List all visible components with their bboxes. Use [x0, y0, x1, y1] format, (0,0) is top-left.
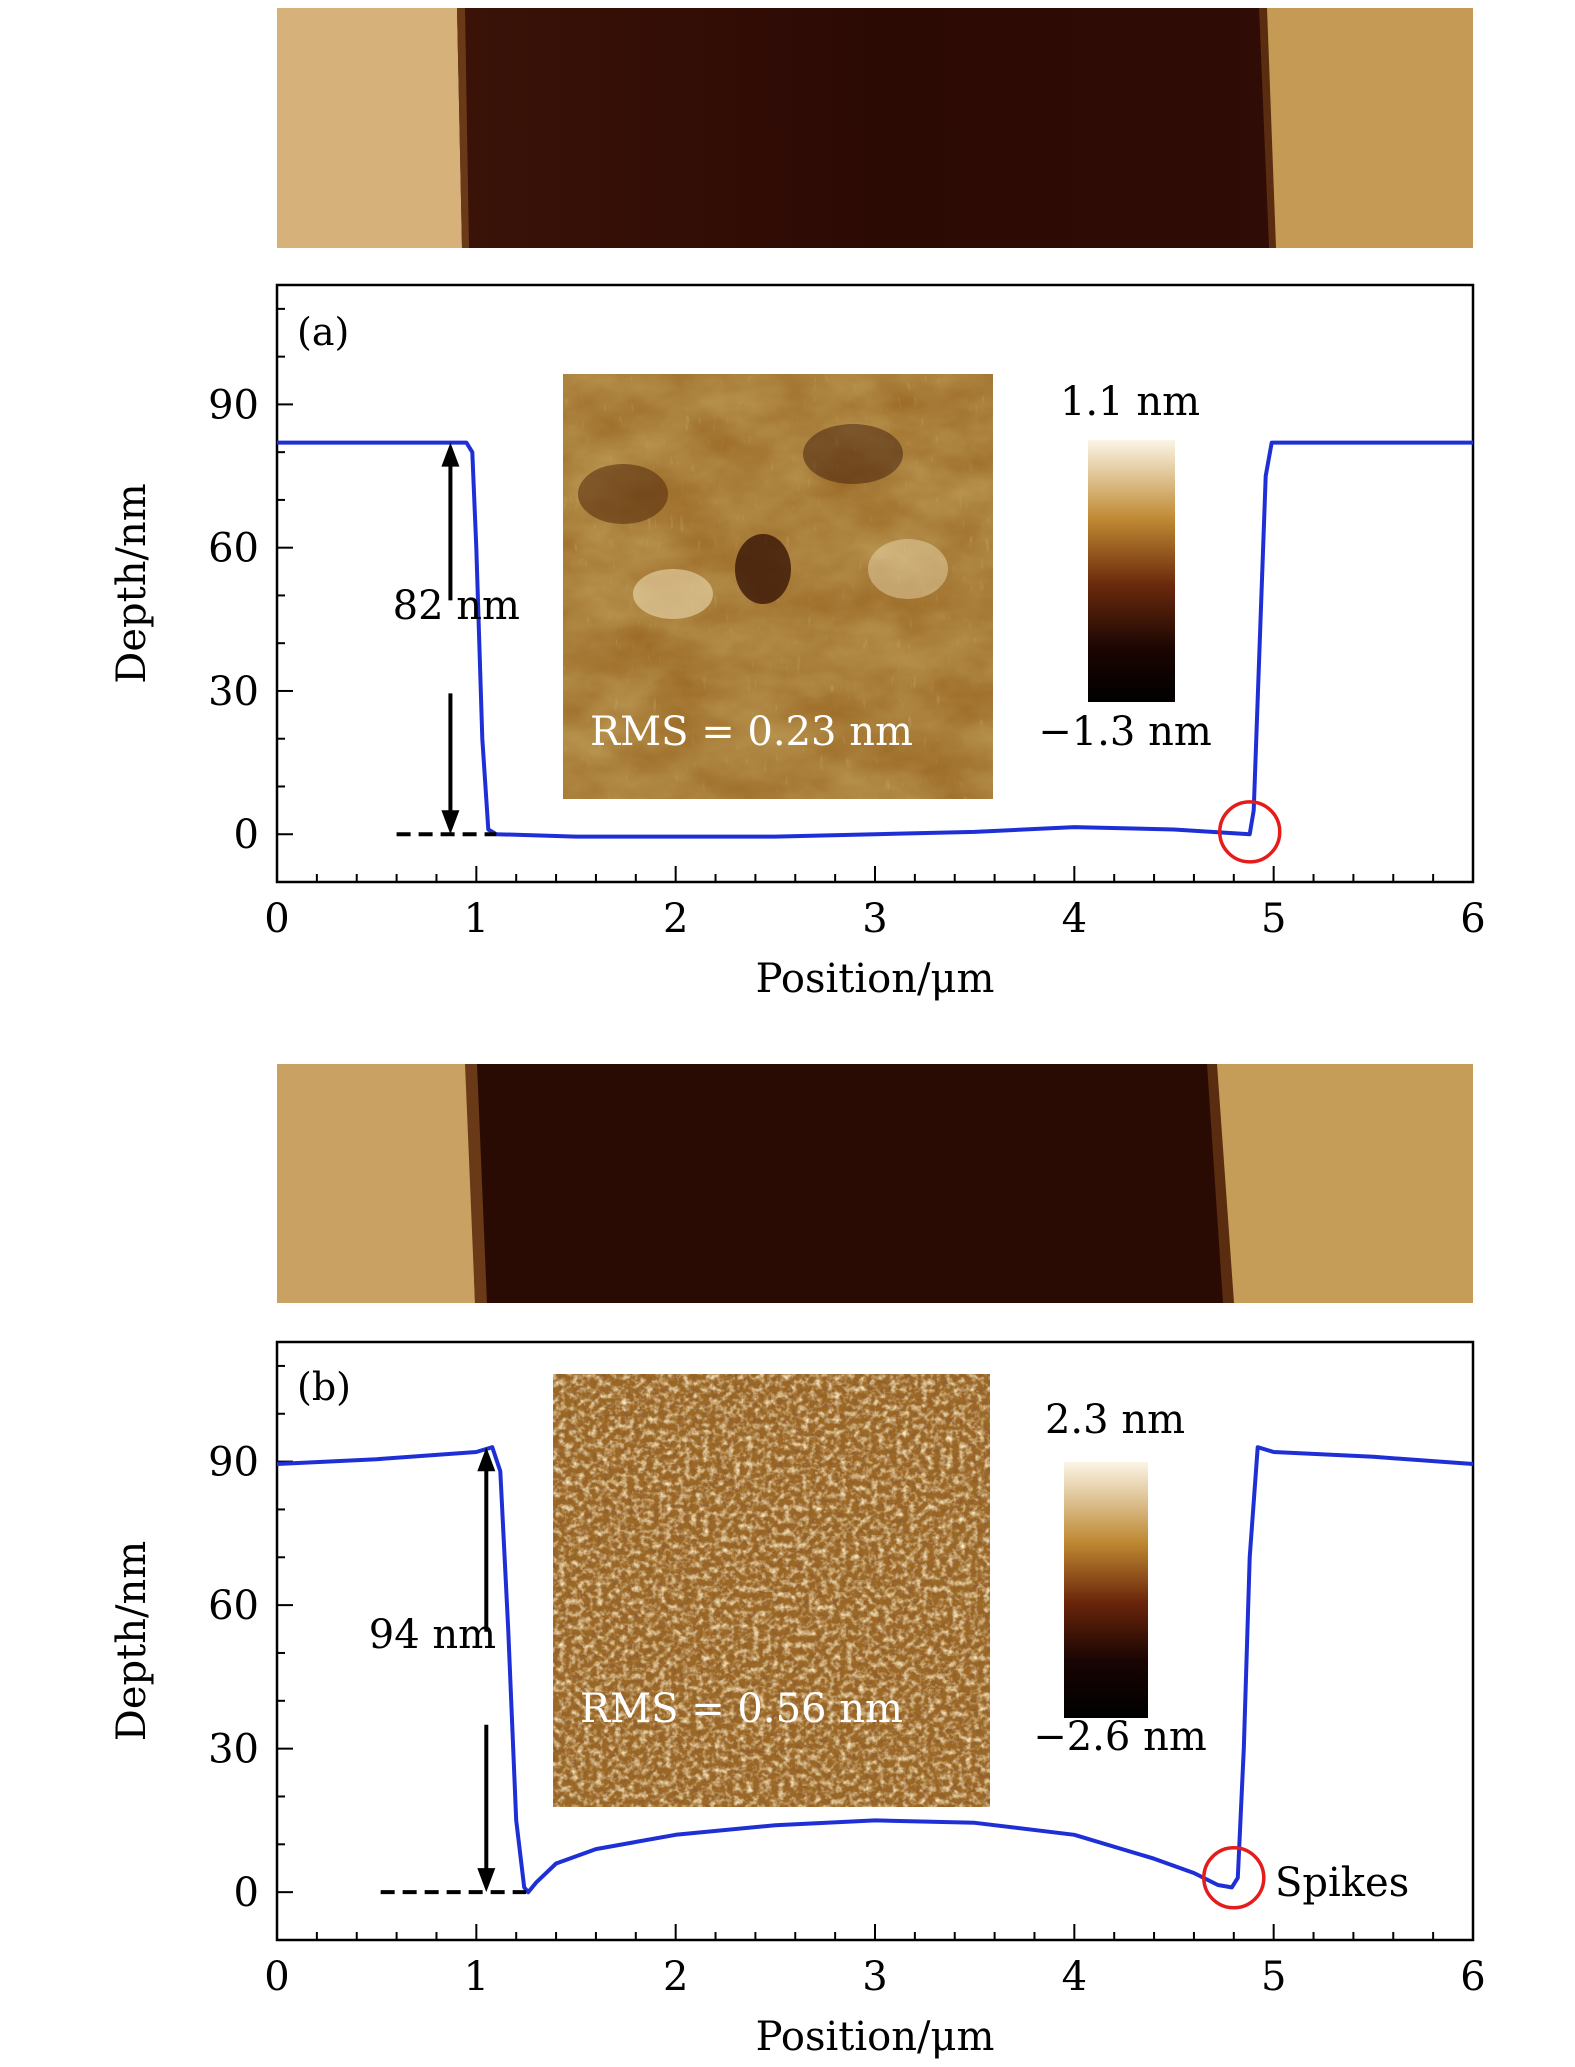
x-tick-label: 0: [264, 896, 289, 942]
afm-strip-b-graphic: [277, 1064, 1473, 1303]
y-ticks-b: 0 30 60 90: [208, 1364, 293, 1916]
x-tick-label: 1: [464, 896, 489, 942]
step-height-label-b: 94 nm: [369, 1612, 496, 1658]
afm-inset-a-texture: [563, 374, 993, 799]
x-tick-label: 4: [1062, 1954, 1087, 2000]
afm-inset-image-b: [553, 1374, 990, 1807]
arrowhead-down-b: [477, 1868, 496, 1893]
colorbar-max-label-a: 1.1 nm: [1060, 379, 1200, 425]
spike-circle-b: [1202, 1846, 1266, 1910]
depth-profile-line-a: [277, 440, 1473, 839]
rms-label-b: RMS = 0.56 nm: [580, 1686, 903, 1732]
x-tick-label: 3: [862, 896, 887, 942]
depth-profile-line-b: [276, 1445, 1474, 1895]
spikes-label-b: Spikes: [1275, 1860, 1409, 1906]
rms-label-a: RMS = 0.23 nm: [590, 709, 913, 755]
y-tick-label: 90: [208, 382, 259, 428]
x-tick-label: 2: [663, 1954, 688, 2000]
afm-topography-strip-a: [277, 8, 1473, 248]
panel-label-a: (a): [297, 310, 349, 354]
x-tick-label: 3: [862, 1954, 887, 2000]
panel-b: 0 1 2 3 4 5 6 0 30 60 90 (b) Position/μm Depth/nm…: [109, 1340, 1486, 2060]
edge-circle-a: [1217, 800, 1282, 864]
x-tick-label: 2: [663, 896, 688, 942]
colorbar-min-label-a: −1.3 nm: [1038, 709, 1212, 755]
arrowhead-up-b: [477, 1447, 496, 1472]
colorbar-a: [1088, 440, 1175, 702]
colorbar-min-label-b: −2.6 nm: [1033, 1714, 1207, 1760]
afm-inset-b-texture: [553, 1374, 990, 1807]
x-axis-label-a: Position/μm: [756, 956, 995, 1002]
afm-inset-image-a: [563, 374, 993, 799]
x-tick-label: 4: [1062, 896, 1087, 942]
x-tick-label: 6: [1460, 1954, 1485, 2000]
panel-label-b: (b): [297, 1365, 351, 1409]
y-tick-label: 30: [208, 1727, 259, 1773]
colorbar-b-gradient: [1064, 1462, 1148, 1718]
arrowhead-up-a: [441, 442, 460, 467]
panel-a: 0 1 2 3 4 5 6 0 30 60 90 (a) Position/μm Depth/nm…: [109, 283, 1486, 1002]
x-tick-label: 0: [264, 1954, 289, 2000]
arrowhead-down-a: [441, 810, 460, 835]
y-tick-label: 60: [208, 1583, 259, 1629]
x-tick-label: 1: [464, 1954, 489, 2000]
x-axis-label-b: Position/μm: [756, 2014, 995, 2060]
afm-strip-a-graphic: [277, 8, 1473, 248]
colorbar-b: [1064, 1462, 1148, 1718]
x-tick-label: 6: [1460, 896, 1485, 942]
x-tick-label: 5: [1261, 896, 1286, 942]
y-tick-label: 0: [234, 812, 259, 858]
colorbar-a-gradient: [1088, 440, 1175, 702]
x-tick-label: 5: [1261, 1954, 1286, 2000]
afm-topography-strip-b: [277, 1064, 1473, 1303]
colorbar-max-label-b: 2.3 nm: [1045, 1397, 1185, 1443]
y-tick-label: 90: [208, 1440, 259, 1486]
x-ticks-b: 0 1 2 3 4 5 6: [264, 1924, 1486, 2000]
y-axis-label-a: Depth/nm: [109, 483, 155, 683]
y-tick-label: 0: [234, 1870, 259, 1916]
y-axis-label-b: Depth/nm: [109, 1541, 155, 1741]
y-tick-label: 30: [208, 669, 259, 715]
step-height-label-a: 82 nm: [393, 583, 520, 629]
y-tick-label: 60: [208, 526, 259, 572]
y-ticks-a: 0 30 60 90: [208, 307, 293, 858]
x-ticks-a: 0 1 2 3 4 5 6: [264, 866, 1486, 942]
